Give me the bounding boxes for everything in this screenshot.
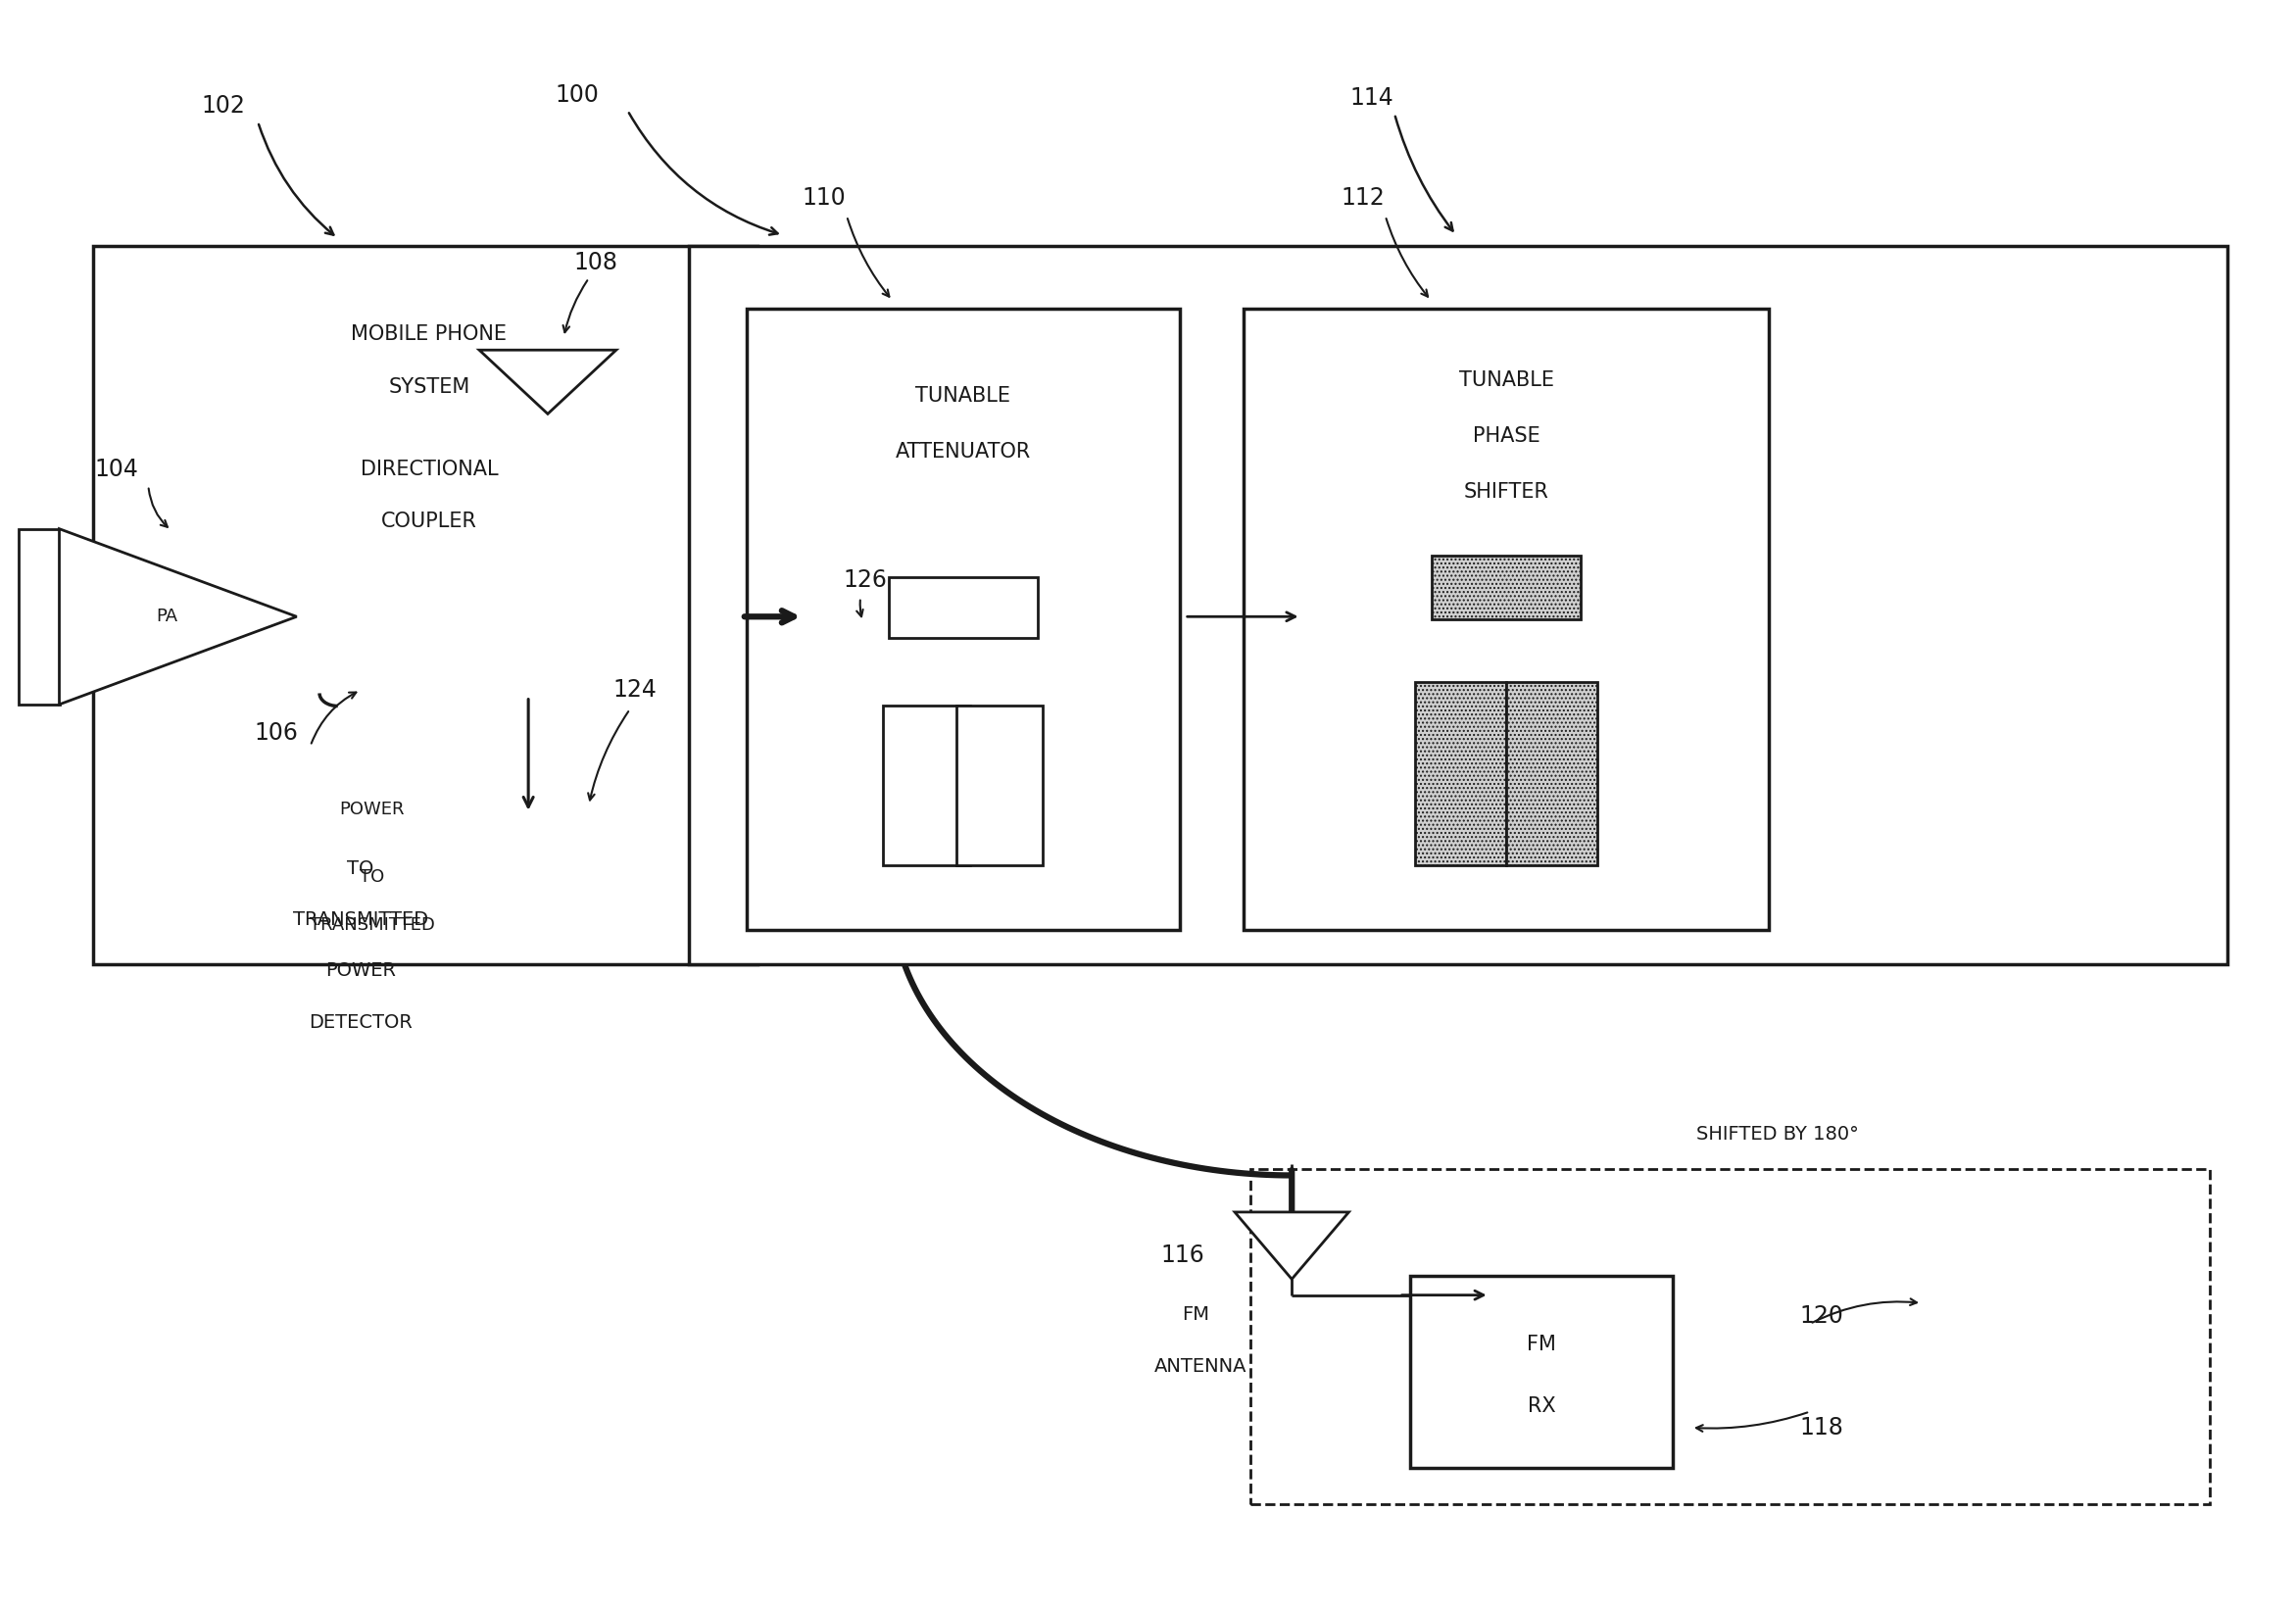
Polygon shape xyxy=(60,528,296,705)
Bar xyxy=(746,309,1180,929)
Text: COUPLER: COUPLER xyxy=(381,510,478,531)
Text: TUNABLE: TUNABLE xyxy=(1458,370,1554,390)
Bar xyxy=(884,707,969,866)
Text: 126: 126 xyxy=(843,568,886,591)
Text: SHIFTED BY 180°: SHIFTED BY 180° xyxy=(1697,1124,1860,1143)
Text: DETECTOR: DETECTOR xyxy=(308,1013,413,1032)
Text: 120: 120 xyxy=(1800,1304,1844,1328)
Bar xyxy=(94,246,758,964)
Text: 104: 104 xyxy=(94,457,138,481)
Text: 108: 108 xyxy=(574,251,618,274)
Text: ANTENNA: ANTENNA xyxy=(1155,1357,1247,1377)
Bar xyxy=(955,707,1042,866)
Text: TO: TO xyxy=(360,868,383,886)
Text: 102: 102 xyxy=(202,93,246,118)
Text: RX: RX xyxy=(1527,1396,1557,1417)
Bar xyxy=(1433,555,1580,618)
Polygon shape xyxy=(480,349,615,414)
Text: FM: FM xyxy=(1527,1335,1557,1354)
Text: PHASE: PHASE xyxy=(1472,427,1541,446)
Text: 112: 112 xyxy=(1341,187,1384,211)
Bar xyxy=(1251,1169,2209,1504)
Text: 118: 118 xyxy=(1800,1415,1844,1439)
Text: 114: 114 xyxy=(1350,85,1394,109)
Text: FM: FM xyxy=(1182,1306,1210,1323)
Bar xyxy=(1410,1277,1674,1467)
Text: 106: 106 xyxy=(255,721,298,745)
Text: 100: 100 xyxy=(556,82,599,106)
Bar xyxy=(889,576,1038,638)
Text: ATTENUATOR: ATTENUATOR xyxy=(895,443,1031,462)
Text: 124: 124 xyxy=(613,678,657,702)
Text: 116: 116 xyxy=(1159,1243,1203,1267)
Text: TUNABLE: TUNABLE xyxy=(916,386,1010,406)
Text: POWER: POWER xyxy=(340,800,404,818)
Text: MOBILE PHONE: MOBILE PHONE xyxy=(351,324,507,345)
Text: SYSTEM: SYSTEM xyxy=(388,377,471,396)
Text: DIRECTIONAL: DIRECTIONAL xyxy=(360,460,498,480)
Text: TO: TO xyxy=(347,860,374,877)
Text: SHIFTER: SHIFTER xyxy=(1465,483,1550,502)
Polygon shape xyxy=(1235,1212,1348,1278)
Text: POWER: POWER xyxy=(326,961,395,980)
Bar xyxy=(18,528,60,705)
Bar xyxy=(1244,309,1768,929)
Text: TRANSMITTED: TRANSMITTED xyxy=(294,911,429,929)
Bar xyxy=(1506,683,1598,866)
Text: TRANSMITTED: TRANSMITTED xyxy=(310,916,434,934)
Text: 110: 110 xyxy=(801,187,845,211)
Bar xyxy=(689,246,2227,964)
Text: PA: PA xyxy=(156,609,177,625)
Bar xyxy=(1414,683,1506,866)
